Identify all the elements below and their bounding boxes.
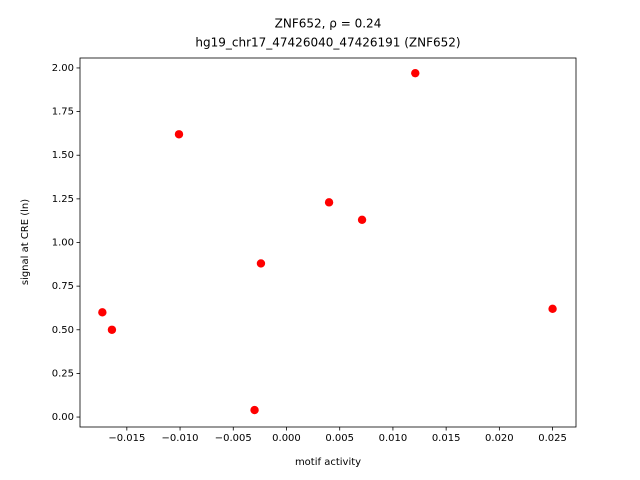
plot-frame xyxy=(79,57,577,428)
y-tick-label: 0.75 xyxy=(52,281,74,292)
y-tick-label: 1.00 xyxy=(52,238,74,249)
x-tick-label: 0.000 xyxy=(272,433,301,444)
y-axis-label: signal at CRE (ln) xyxy=(20,199,31,285)
point xyxy=(256,259,266,268)
point xyxy=(250,405,259,415)
x-tick-label: −0.010 xyxy=(162,433,199,444)
point xyxy=(107,325,117,334)
y-tick-label: 2.00 xyxy=(52,63,74,74)
x-tick-label: 0.010 xyxy=(379,433,408,444)
y-tick-label: 1.75 xyxy=(52,107,74,118)
x-tick-label: −0.015 xyxy=(108,433,145,444)
y-tick-label: 0.00 xyxy=(52,412,74,423)
y-tick-label: 0.50 xyxy=(52,325,74,336)
point xyxy=(98,308,107,317)
x-tick-label: 0.005 xyxy=(325,433,354,444)
x-tick-label: 0.020 xyxy=(485,433,514,444)
y-tick-label: 0.25 xyxy=(52,368,74,379)
y-tick-label: 1.25 xyxy=(52,194,74,205)
x-axis-label: motif activity xyxy=(295,457,361,468)
y-tick-label: 1.50 xyxy=(52,150,74,161)
chart-subtitle: hg19_chr17_47426040_47426191 (ZNF652) xyxy=(195,36,460,50)
point xyxy=(548,304,557,314)
point xyxy=(174,130,184,139)
point xyxy=(324,198,334,207)
x-tick-label: 0.025 xyxy=(538,433,567,444)
x-tick-label: 0.015 xyxy=(432,433,461,444)
x-tick-label: −0.005 xyxy=(215,433,252,444)
chart-title: ZNF652, ρ = 0.24 xyxy=(275,17,382,31)
point xyxy=(411,68,420,78)
point xyxy=(357,215,367,225)
